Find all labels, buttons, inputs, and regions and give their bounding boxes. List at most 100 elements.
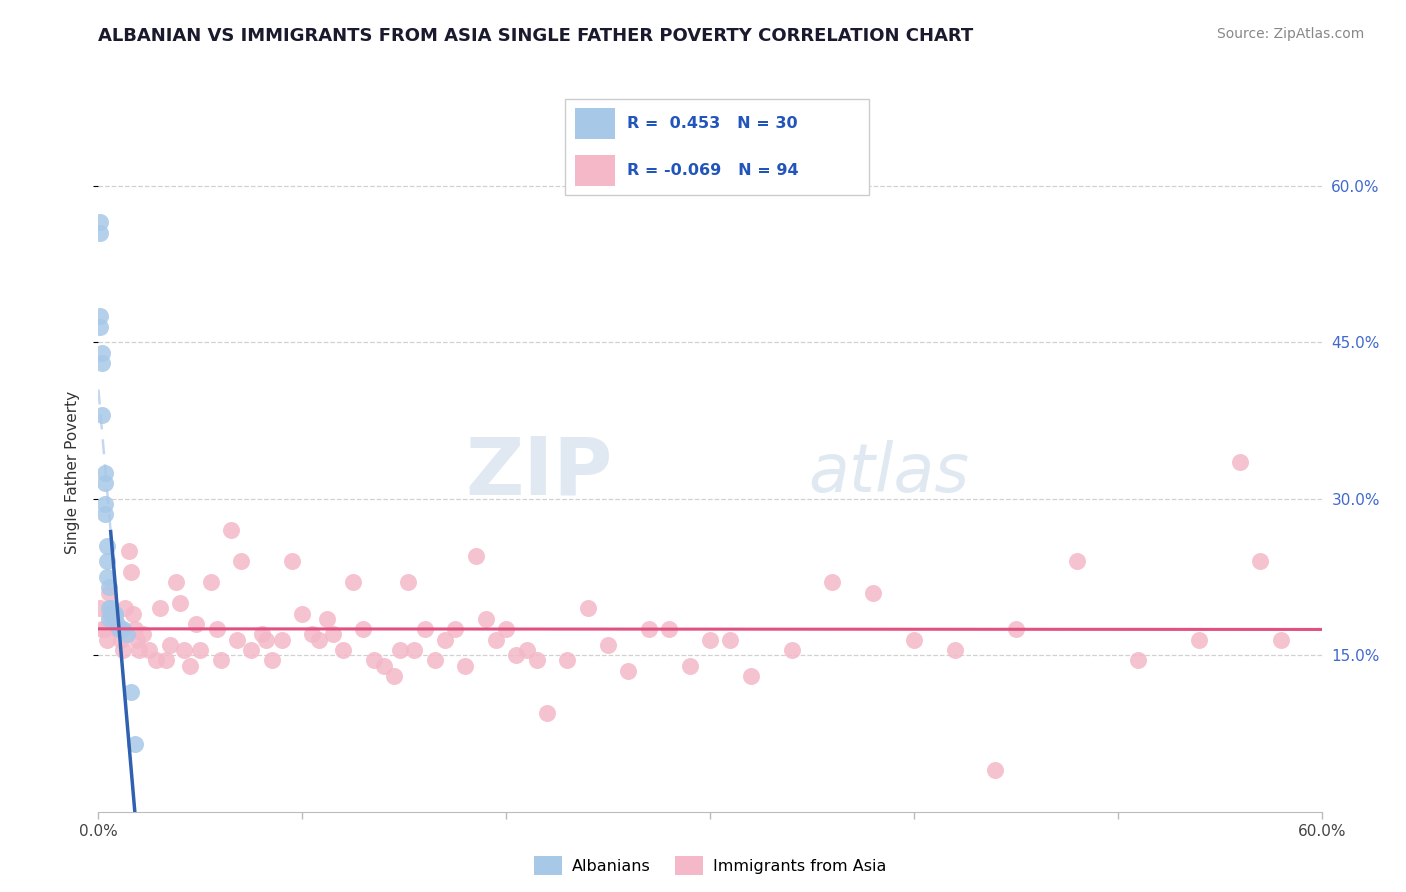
Point [97, 585, 120, 599]
Point [91, 622, 114, 636]
Text: ZIP: ZIP [465, 434, 612, 512]
Point [270, 632, 294, 647]
Point [576, 601, 599, 615]
Point [173, 643, 195, 657]
Point [93, 497, 115, 511]
Point [120, 685, 142, 699]
Point [536, 706, 558, 720]
Point [89, 601, 111, 615]
Point [1229, 455, 1251, 469]
Point [101, 612, 124, 626]
Point [315, 612, 337, 626]
Point [598, 638, 620, 652]
Point [413, 622, 436, 636]
Point [205, 622, 228, 636]
Point [108, 622, 131, 636]
Point [1066, 554, 1088, 568]
Point [93, 476, 115, 491]
Point [821, 575, 844, 590]
Point [281, 554, 304, 568]
Point [679, 658, 702, 673]
Point [110, 622, 132, 636]
Text: R = -0.069   N = 94: R = -0.069 N = 94 [627, 163, 799, 178]
Point [396, 575, 419, 590]
Point [105, 617, 128, 632]
Point [169, 596, 191, 610]
Point [444, 622, 467, 636]
Point [104, 612, 127, 626]
Point [122, 607, 145, 621]
Point [557, 653, 579, 667]
Point [110, 632, 132, 647]
Legend: Albanians, Immigrants from Asia: Albanians, Immigrants from Asia [527, 849, 893, 881]
Point [97, 612, 120, 626]
Point [97, 601, 120, 615]
Point [1128, 653, 1150, 667]
Point [91, 346, 114, 360]
Text: R =  0.453   N = 30: R = 0.453 N = 30 [627, 116, 799, 131]
Point [108, 622, 131, 636]
Point [495, 622, 517, 636]
Point [638, 622, 661, 636]
Point [373, 658, 395, 673]
Point [291, 607, 314, 621]
Y-axis label: Single Father Poverty: Single Father Poverty [65, 392, 80, 554]
FancyBboxPatch shape [575, 108, 614, 139]
Point [342, 575, 364, 590]
Point [505, 648, 527, 663]
Point [96, 570, 118, 584]
Point [1270, 632, 1292, 647]
Point [93, 622, 115, 636]
Point [1249, 554, 1271, 568]
Point [124, 622, 146, 636]
Point [105, 622, 128, 636]
Point [165, 575, 187, 590]
Point [209, 653, 232, 667]
Point [617, 664, 640, 678]
Point [254, 632, 277, 647]
Point [186, 617, 208, 632]
Point [454, 658, 477, 673]
Point [100, 601, 122, 615]
Point [101, 607, 124, 621]
Point [96, 539, 118, 553]
Point [423, 653, 446, 667]
Point [179, 658, 201, 673]
Point [943, 643, 966, 657]
Point [89, 226, 111, 240]
Point [89, 310, 111, 324]
Point [404, 643, 426, 657]
Point [740, 669, 762, 683]
FancyBboxPatch shape [565, 99, 869, 195]
Point [1004, 622, 1026, 636]
Point [474, 612, 498, 626]
Point [485, 632, 508, 647]
Point [699, 632, 721, 647]
Point [91, 409, 114, 423]
Point [332, 643, 354, 657]
Point [127, 632, 149, 647]
Point [89, 319, 111, 334]
Point [124, 737, 146, 751]
FancyBboxPatch shape [575, 155, 614, 186]
Point [149, 601, 172, 615]
Point [132, 627, 155, 641]
Point [115, 627, 138, 641]
Point [389, 643, 412, 657]
Point [138, 643, 160, 657]
Point [780, 643, 803, 657]
Point [862, 585, 884, 599]
Point [89, 215, 111, 229]
Point [434, 632, 457, 647]
Point [231, 554, 253, 568]
Point [240, 643, 263, 657]
Point [526, 653, 548, 667]
Point [101, 607, 124, 621]
Point [159, 638, 181, 652]
Point [200, 575, 222, 590]
Text: atlas: atlas [808, 440, 969, 506]
Point [93, 466, 115, 480]
Point [188, 643, 212, 657]
Point [226, 632, 249, 647]
Point [260, 653, 283, 667]
